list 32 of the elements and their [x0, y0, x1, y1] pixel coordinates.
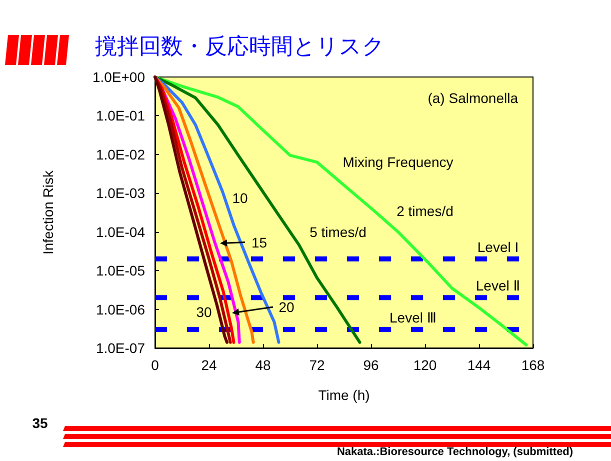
- y-tick-label: 1.0E-05: [96, 262, 146, 279]
- ref-line-label: Level Ⅲ: [389, 310, 437, 326]
- x-tick-label: 120: [413, 357, 437, 373]
- x-tick-label: 144: [467, 357, 491, 373]
- text: Nakata.:Bioresource Technology, (submitted): [336, 446, 574, 458]
- text: (a) Salmonella: [428, 90, 518, 106]
- annotation: 30: [196, 304, 212, 320]
- annotation: 10: [232, 190, 248, 206]
- annotation: 20: [278, 299, 294, 316]
- legend-title: Mixing Frequency: [342, 154, 454, 170]
- y-tick-label: 1.0E-07: [96, 340, 146, 356]
- y-tick-label: 1.0E-02: [96, 146, 146, 162]
- text: 35: [32, 415, 48, 431]
- ref-line-label: Level I: [477, 238, 519, 255]
- x-tick-label: 24: [201, 357, 217, 373]
- y-tick-label: 1.0E-04: [96, 224, 146, 240]
- y-tick-label: 1.0E-06: [96, 301, 146, 318]
- annotation: 2 times/d: [396, 203, 454, 219]
- annotation: 15: [251, 234, 268, 251]
- x-axis-title: Time (h): [318, 387, 370, 403]
- x-tick-label: 48: [255, 357, 271, 373]
- y-axis-title: Infection Risk: [40, 169, 56, 255]
- x-tick-label: 72: [309, 357, 325, 373]
- ref-line-label: Level Ⅱ: [476, 278, 520, 294]
- y-tick-label: 1.0E-01: [96, 108, 146, 124]
- x-tick-label: 96: [363, 357, 379, 373]
- chart-title: 撹拌回数・反応時間とリスク: [95, 34, 385, 58]
- x-tick-label: 0: [151, 357, 160, 373]
- y-tick-label: 1.0E-03: [96, 185, 146, 202]
- y-tick-label: 1.0E+00: [92, 69, 146, 85]
- x-tick-label: 168: [521, 357, 545, 373]
- annotation: 5 times/d: [310, 224, 366, 240]
